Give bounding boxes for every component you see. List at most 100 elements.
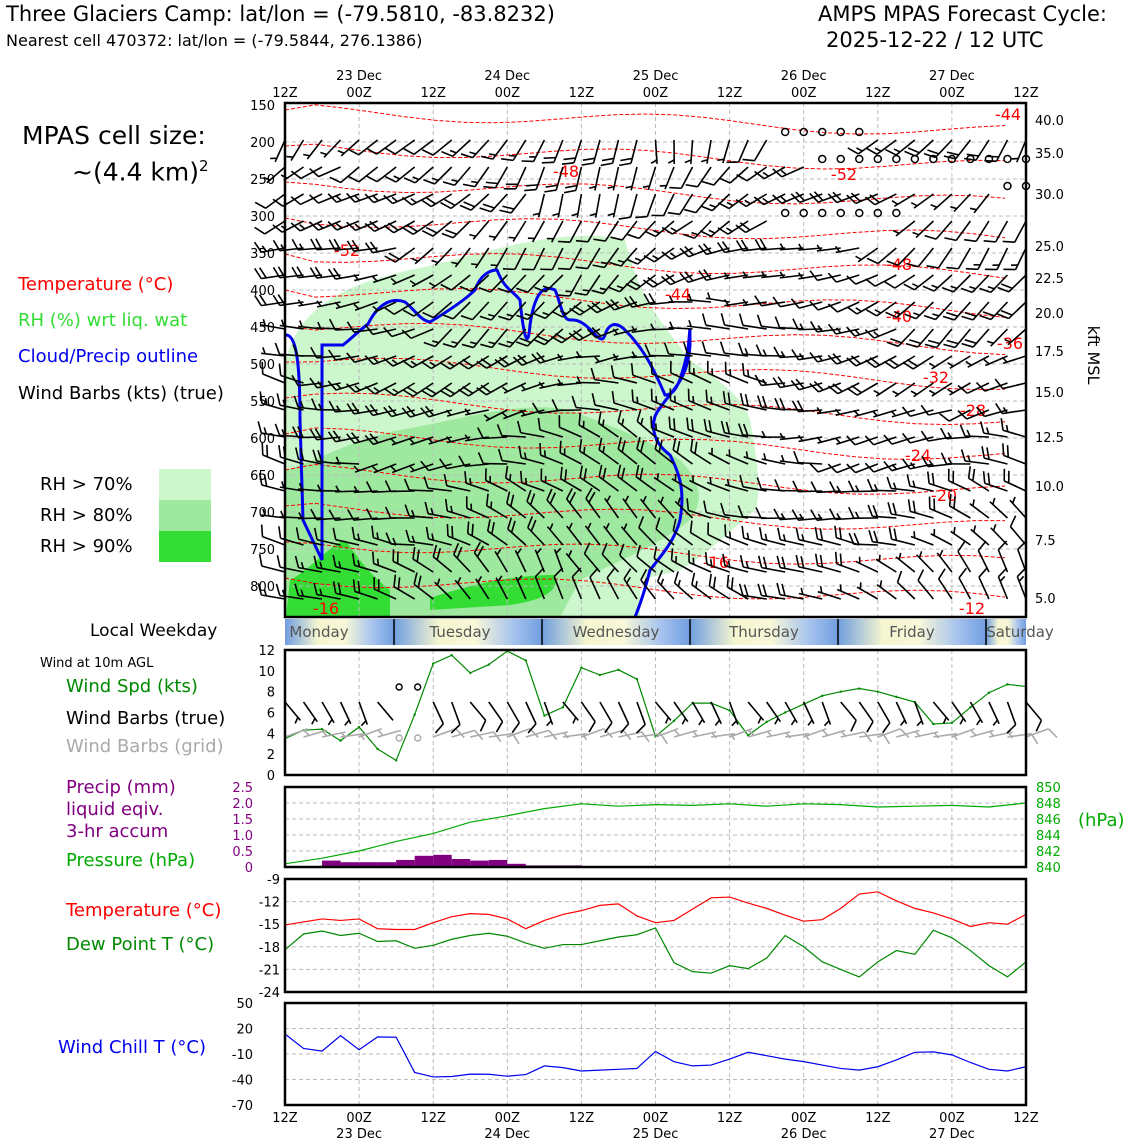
barb-flag xyxy=(623,568,632,580)
barb-half xyxy=(354,223,361,230)
wind-barbs-true-label: Wind Barbs (true) xyxy=(66,708,226,729)
barb-staff xyxy=(706,563,730,573)
barb-flag xyxy=(557,240,571,243)
barb-staff xyxy=(393,301,416,315)
barb-half xyxy=(817,325,823,332)
barb-flag xyxy=(310,238,318,251)
barb-staff xyxy=(486,382,508,396)
barb-flag xyxy=(346,383,356,393)
barb-half xyxy=(469,151,477,155)
barb-staff xyxy=(562,701,579,721)
barb-flag xyxy=(939,413,950,422)
wind-barb xyxy=(605,298,638,311)
barb-half xyxy=(280,510,285,518)
wind-chill-tick: -10 xyxy=(232,1048,253,1063)
barb-half xyxy=(353,273,359,281)
barb-flag xyxy=(479,315,492,321)
barb-staff xyxy=(427,487,452,492)
barb-flag xyxy=(328,239,336,251)
barb-staff xyxy=(646,193,657,217)
wind-speed-tick: 10 xyxy=(258,665,275,680)
barb-half xyxy=(890,410,897,417)
barb-half xyxy=(517,575,523,582)
barb-flag xyxy=(761,395,768,408)
barb-flag xyxy=(401,329,412,339)
barb-staff xyxy=(743,566,767,573)
barb-flag xyxy=(496,424,503,436)
barb-half xyxy=(506,313,514,317)
wind-barb xyxy=(261,318,286,330)
barb-flag xyxy=(686,417,690,430)
barb-half xyxy=(575,351,581,358)
barb-flag xyxy=(809,351,819,363)
barb-flag xyxy=(909,339,922,345)
barb-half xyxy=(542,311,550,316)
barb-flag xyxy=(440,201,452,210)
barb-half xyxy=(762,171,770,177)
barb-staff xyxy=(509,328,527,348)
barb-staff xyxy=(520,456,545,465)
calm-wind-circle xyxy=(836,127,845,137)
barb-staff xyxy=(533,247,546,270)
barb-staff xyxy=(335,462,360,465)
wind-barb xyxy=(272,193,304,207)
bottom-hour-label: 12Z xyxy=(420,1111,446,1126)
barb-half xyxy=(834,245,841,253)
barb-staff xyxy=(674,582,694,600)
wind-barb xyxy=(667,193,694,216)
barb-staff xyxy=(897,328,916,347)
barb-half xyxy=(411,509,416,517)
wind-barb xyxy=(337,139,360,157)
barb-half xyxy=(607,185,615,189)
barb-flag xyxy=(480,384,492,393)
wind-barb xyxy=(739,474,767,492)
barb-staff xyxy=(913,193,934,209)
calm-wind-circle xyxy=(799,208,808,218)
barb-flag xyxy=(698,244,708,255)
wind-speed-point xyxy=(320,727,324,731)
wind-barb xyxy=(686,498,712,519)
wind-barb xyxy=(346,352,378,363)
barb-flag xyxy=(946,266,959,270)
barb-staff xyxy=(761,566,786,573)
barb-staff xyxy=(743,374,767,384)
barb-staff xyxy=(655,728,679,738)
wind-barb xyxy=(776,582,804,600)
barb-flag xyxy=(272,239,281,252)
wind-barb xyxy=(720,420,749,438)
barb-staff xyxy=(613,376,638,384)
barb-flag xyxy=(1003,468,1006,481)
barb-flag xyxy=(735,224,747,234)
wind-barb xyxy=(623,568,638,600)
barb-half xyxy=(973,525,977,533)
wind-barb xyxy=(905,328,934,348)
wind-barb xyxy=(625,166,638,191)
barb-flag xyxy=(867,504,874,517)
barb-staff xyxy=(724,402,749,411)
barb-staff xyxy=(551,247,564,270)
barb-flag xyxy=(462,183,476,188)
wind-barb xyxy=(809,300,842,311)
barb-staff xyxy=(298,382,323,387)
barb-staff xyxy=(636,448,657,465)
wind-barb xyxy=(651,193,675,217)
barb-half xyxy=(780,350,786,358)
wind-speed-point xyxy=(635,677,639,681)
barb-staff xyxy=(975,139,990,161)
barb-staff xyxy=(896,581,916,600)
barb-half xyxy=(744,348,749,355)
barb-staff xyxy=(358,139,379,156)
wind-barb xyxy=(865,301,897,317)
barb-flag xyxy=(813,191,824,201)
barb-half xyxy=(319,561,323,569)
barb-staff xyxy=(996,247,1009,270)
wind-barb xyxy=(942,301,972,321)
temp-contour xyxy=(284,392,1006,426)
wind-barb xyxy=(792,318,823,331)
barb-flag xyxy=(439,361,451,370)
barb-staff xyxy=(555,166,564,191)
wind-barb xyxy=(575,376,600,384)
precip-tick: 0 xyxy=(245,861,253,876)
wind-barb xyxy=(578,412,601,438)
wind-barb xyxy=(834,551,860,573)
